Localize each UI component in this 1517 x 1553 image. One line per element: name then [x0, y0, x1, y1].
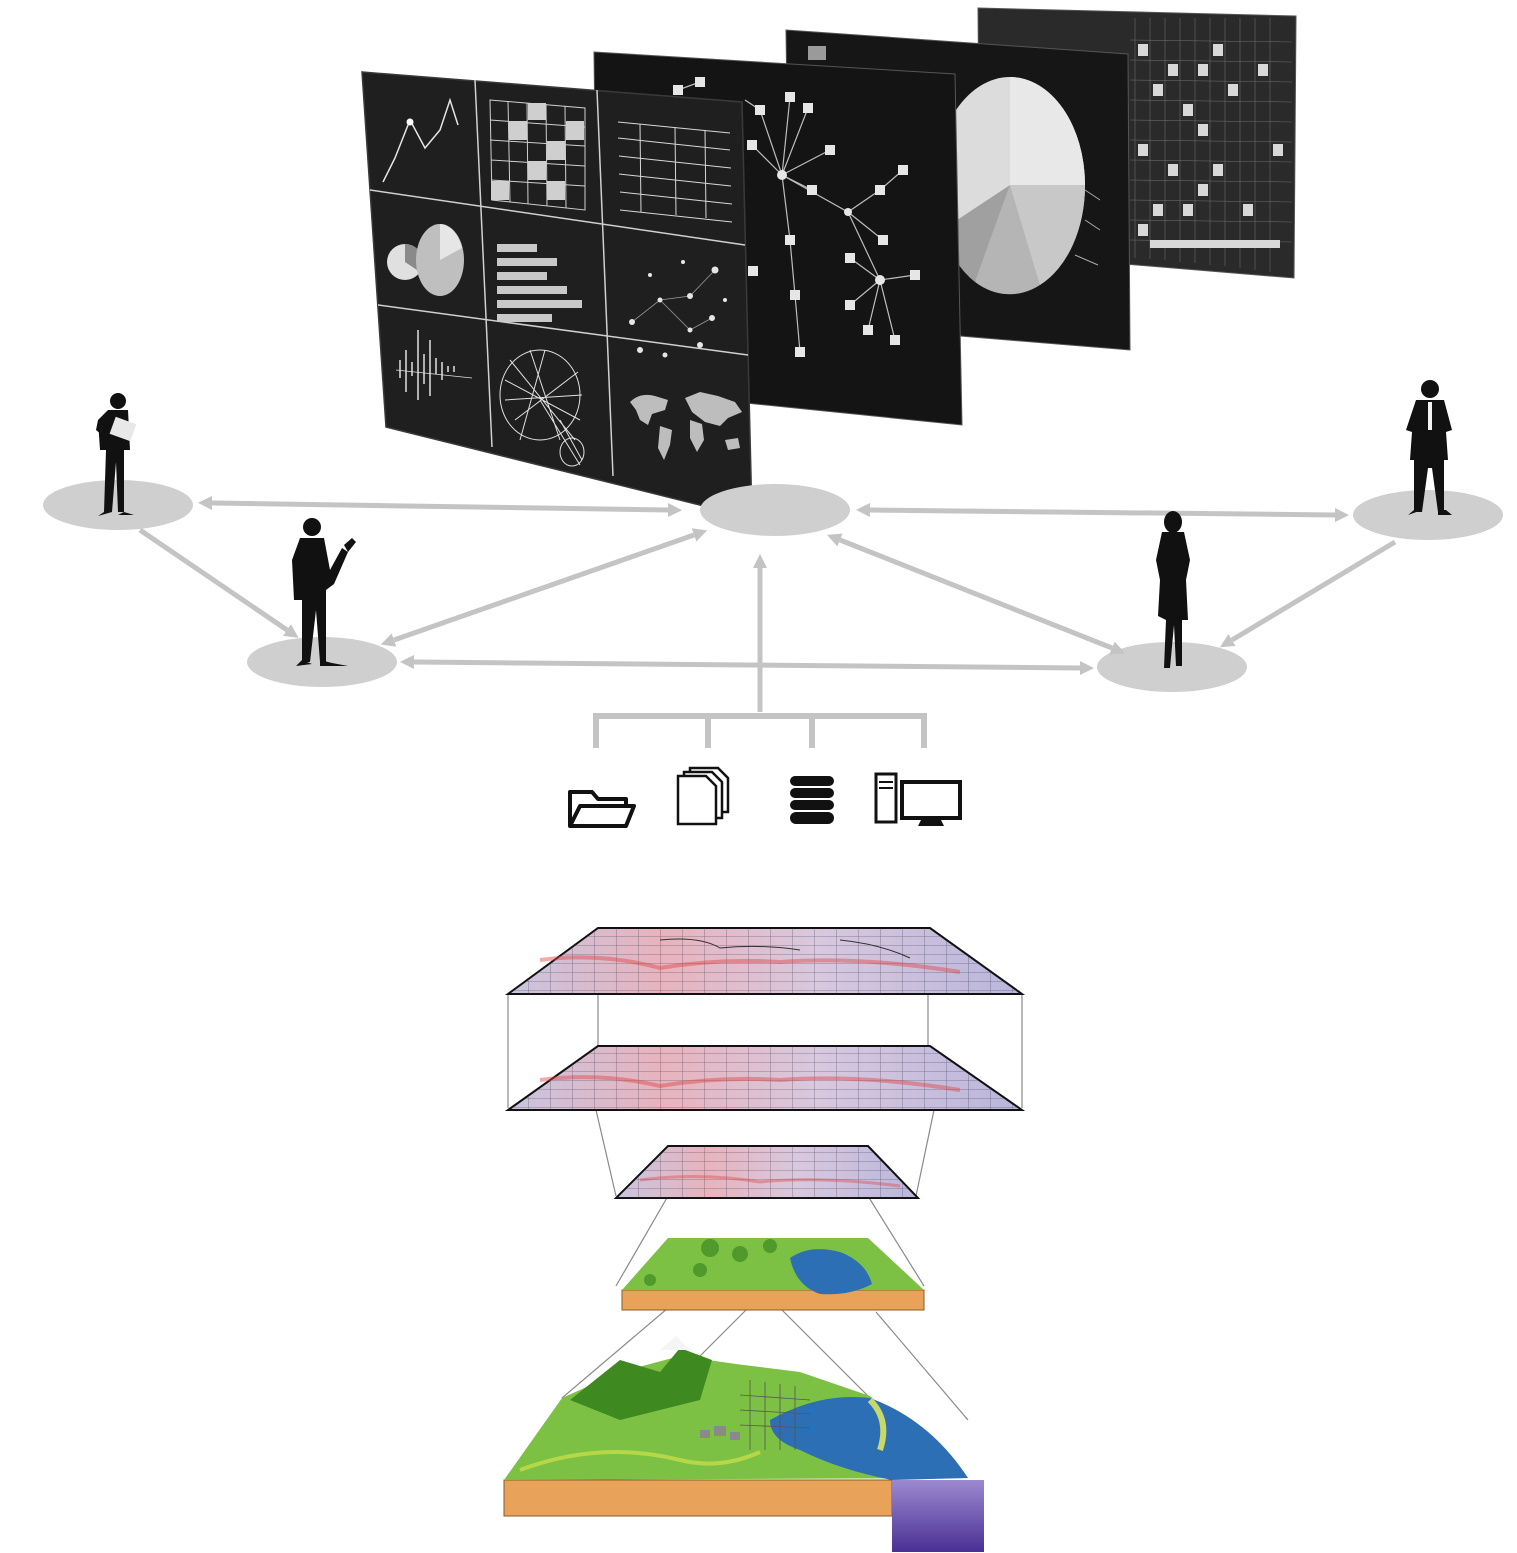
pie-chart-icon	[387, 224, 464, 296]
waveform-chart-icon	[395, 330, 473, 400]
panel-thumbnail	[808, 46, 826, 60]
ocean-column	[892, 1480, 984, 1552]
folder-icon	[568, 790, 636, 828]
connection-arrows	[138, 496, 1397, 712]
terrain-local-model	[621, 1238, 925, 1311]
user-platforms	[43, 480, 1503, 692]
terrain-regional-model	[503, 1336, 984, 1552]
source-tree	[593, 713, 927, 748]
person-reading-icon	[96, 393, 137, 516]
person-woman-icon	[1156, 511, 1190, 668]
climate-model-layers	[504, 927, 1026, 1421]
database-icon	[790, 776, 834, 824]
platform-center	[700, 484, 850, 536]
arrow-center-user4	[826, 533, 1126, 655]
platform-5	[1353, 490, 1503, 540]
arrow-user1-user2	[138, 527, 299, 638]
scatter-plot-icon	[629, 260, 727, 358]
arrow-user5-user4	[1220, 539, 1397, 648]
panel-dashboard-grid	[361, 71, 753, 519]
grid-chart-icon	[489, 99, 586, 211]
network-nodes	[673, 77, 920, 357]
heatmap-cells	[1138, 44, 1283, 248]
arrow-user1-center	[198, 496, 682, 517]
pie-chart-icon	[935, 77, 1101, 295]
dashboard-panels	[361, 7, 1297, 519]
map-layer-global-middle	[504, 1045, 1026, 1111]
bar-chart-icon	[497, 244, 582, 322]
arrow-user2-center	[380, 528, 708, 647]
map-layer-global-top	[504, 927, 1026, 995]
world-map-icon	[630, 392, 742, 460]
data-source-icons	[568, 766, 962, 828]
town-icon	[700, 1426, 740, 1440]
arrow-center-user5	[856, 503, 1349, 522]
line-chart-icon	[382, 97, 459, 183]
platform-4	[1097, 642, 1247, 692]
map-layer-regional	[613, 1145, 921, 1199]
arrow-user2-user4	[400, 655, 1094, 675]
computer-icon	[874, 772, 962, 826]
terrain-grid-lines	[739, 1380, 811, 1450]
radial-chart-icon	[499, 349, 585, 467]
person-presenting-icon	[292, 518, 356, 666]
trees-icon	[644, 1239, 777, 1286]
user-silhouettes	[96, 380, 1452, 668]
person-standing-icon	[1406, 380, 1452, 515]
layer-connectors	[507, 994, 1023, 1421]
heatmap-grid-icon	[1129, 18, 1293, 272]
documents-icon	[676, 766, 730, 826]
table-chart-icon	[617, 121, 733, 223]
panel-grid-lines	[369, 79, 749, 477]
